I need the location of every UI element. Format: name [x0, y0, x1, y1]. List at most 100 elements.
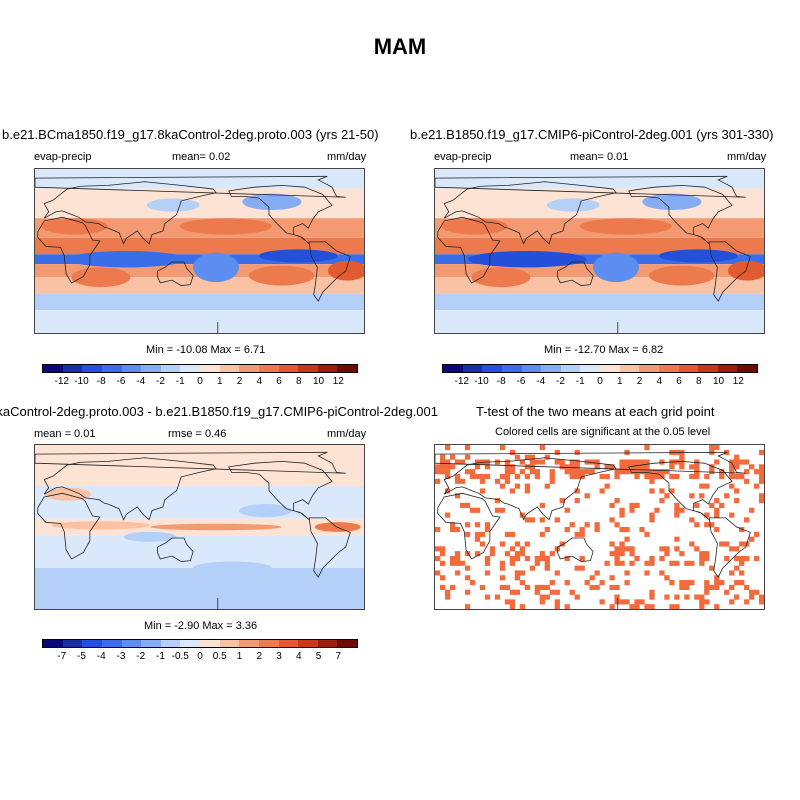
significant-cell [644, 473, 650, 480]
significant-cell [699, 560, 705, 566]
significant-cell [454, 473, 461, 480]
colorbar-swatch [43, 640, 63, 647]
colorbar-tick-label: -1 [156, 651, 165, 662]
significant-cell [694, 522, 700, 528]
map-svg [35, 169, 364, 333]
significant-cell [464, 589, 471, 595]
colorbar-tick-label: -4 [136, 376, 146, 387]
colorbar-tick-label: 4 [256, 376, 263, 387]
colorbar-swatch [219, 640, 240, 647]
colorbar-swatch [521, 365, 542, 372]
colorbar-tick-label: 2 [256, 651, 263, 662]
significant-cell [529, 469, 535, 475]
significant-cell [564, 604, 570, 609]
significant-cell [544, 483, 550, 489]
significant-cell [649, 594, 655, 600]
significant-cell [739, 541, 745, 547]
significant-cell [435, 546, 441, 552]
significant-cell [664, 469, 670, 475]
colorbar-tick-label: 1 [236, 651, 243, 662]
coastline [708, 241, 751, 302]
significant-cell [659, 459, 665, 465]
significant-cell [454, 551, 461, 557]
significant-cell [629, 507, 635, 513]
significant-cell [704, 580, 710, 586]
field-patch [658, 249, 738, 263]
significant-cell [729, 483, 735, 489]
significant-cell [549, 580, 555, 586]
significant-cell [499, 584, 506, 591]
significant-cell [539, 502, 545, 509]
colorbar-tick-label: 8 [695, 376, 702, 387]
field-band [35, 445, 364, 486]
significant-cell [435, 469, 441, 475]
colorbar-tick-label: 8 [295, 376, 302, 387]
significant-cell [569, 522, 575, 528]
field-band [35, 293, 364, 311]
significant-cell [719, 541, 725, 547]
significant-cell [519, 551, 526, 557]
significant-cell [679, 580, 685, 586]
significant-cell [744, 469, 750, 475]
significant-cell [599, 473, 605, 480]
significant-cell [444, 594, 451, 600]
significant-cell [534, 469, 540, 475]
coastline [37, 492, 101, 560]
significant-cell [499, 565, 506, 571]
colorbar-swatch [541, 365, 561, 372]
significant-cell [509, 604, 516, 609]
colorbar-swatch [62, 640, 83, 647]
coastline [557, 537, 594, 562]
significant-cell [689, 493, 695, 499]
significant-cell [649, 473, 655, 480]
significant-cell [709, 584, 715, 591]
significant-cell [729, 459, 735, 465]
significant-cell [594, 464, 600, 470]
significant-cell [684, 580, 690, 586]
significant-cell [684, 584, 690, 591]
significant-cell [634, 604, 640, 609]
significant-cell [634, 459, 640, 465]
significant-cell [709, 502, 715, 509]
significant-cell [619, 512, 625, 518]
field-patch [546, 198, 600, 212]
significant-cell [539, 517, 545, 523]
panel3-colorbar [42, 639, 358, 648]
colorbar-swatch [121, 365, 142, 372]
significant-cell [679, 584, 685, 591]
significant-cell [539, 555, 545, 562]
significant-cell [759, 498, 764, 504]
significant-cell [524, 541, 531, 547]
significant-cell [544, 594, 550, 600]
panel3-title-clip: b.e21.BCma1850.f19_g17.8kaControl-2deg.p… [0, 404, 438, 422]
significant-cell [749, 507, 755, 513]
coastline [35, 175, 346, 198]
panel1-colorbar [42, 364, 358, 373]
significant-cell [734, 546, 740, 552]
significant-cell [654, 507, 660, 513]
panel2-mean-label: mean= 0.01 [570, 151, 629, 163]
colorbar-tick-label: -4 [536, 376, 546, 387]
significant-cell [579, 565, 585, 571]
significant-cell [609, 502, 615, 509]
significant-cell [489, 546, 496, 552]
significant-cell [754, 589, 760, 595]
significant-cell [609, 517, 615, 523]
significant-cell [609, 541, 615, 547]
significant-cell [504, 473, 511, 480]
significant-cell [674, 507, 680, 513]
panel2-colorbar [442, 364, 758, 373]
colorbar-tick-label: 1 [216, 376, 223, 387]
significant-cell [474, 531, 481, 537]
panel1-minmax-label: Min = -10.08 Max = 6.71 [146, 344, 266, 356]
colorbar-tick-label: -12 [454, 376, 469, 387]
field-patch [471, 267, 531, 288]
significant-cell [719, 473, 725, 480]
significant-cell [589, 459, 595, 465]
colorbar-tick-label: 2 [636, 376, 643, 387]
coastline [35, 451, 346, 474]
colorbar-swatch [141, 640, 161, 647]
significant-cell [554, 599, 560, 605]
significant-cell [474, 536, 481, 542]
significant-cell [759, 464, 764, 470]
